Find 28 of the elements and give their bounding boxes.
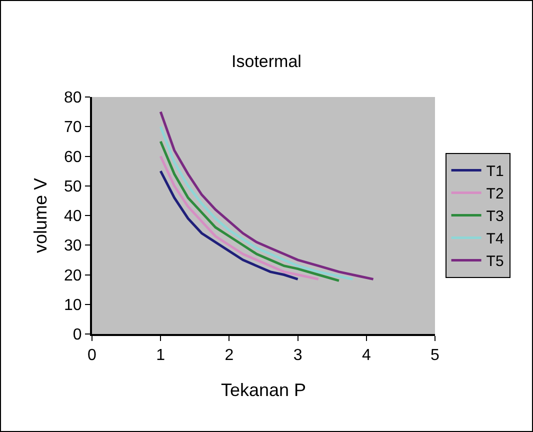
- x-tick-label: 5: [430, 347, 440, 364]
- legend-label: T1: [486, 163, 504, 180]
- y-tick-label: 40: [64, 208, 82, 226]
- legend-label: T4: [486, 230, 504, 248]
- y-tick-label: 20: [64, 267, 82, 284]
- legend-label: T2: [486, 186, 504, 203]
- y-tick-label: 70: [64, 119, 82, 136]
- x-tick-label: 1: [156, 347, 166, 364]
- x-tick-label: 2: [224, 347, 234, 364]
- y-tick-label: 10: [64, 296, 82, 314]
- chart-title: Isotermal: [232, 52, 302, 72]
- y-tick-label: 80: [64, 90, 82, 107]
- x-tick-label: 3: [293, 347, 302, 364]
- x-tick-label: 0: [88, 347, 97, 364]
- y-tick-label: 0: [72, 326, 82, 344]
- line-series: [159, 110, 375, 280]
- legend-label: T3: [486, 208, 504, 226]
- line-series: [159, 140, 340, 282]
- x-axis-title: Tekanan P: [220, 380, 306, 400]
- x-tick-label: 4: [362, 347, 371, 364]
- y-tick-label: 60: [64, 148, 82, 166]
- line-series: [159, 170, 300, 280]
- y-axis-title: volume V: [30, 178, 51, 254]
- line-series: [159, 155, 320, 280]
- y-tick-label: 50: [64, 178, 82, 196]
- legend-label: T5: [486, 253, 504, 270]
- line-series: [159, 125, 354, 280]
- y-tick-label: 30: [64, 238, 82, 255]
